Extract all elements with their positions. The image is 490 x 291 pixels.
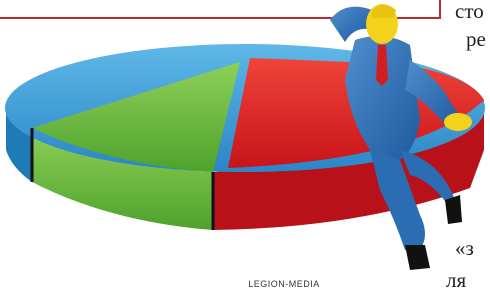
illustration: сто ре «з ля LEGION-MEDIA [0,0,490,291]
side-text: сто [455,0,484,23]
side-text: ля [446,268,466,291]
photo-credit: LEGION-MEDIA [248,279,320,289]
side-text: ре [466,27,486,51]
side-text: «з [455,236,474,260]
